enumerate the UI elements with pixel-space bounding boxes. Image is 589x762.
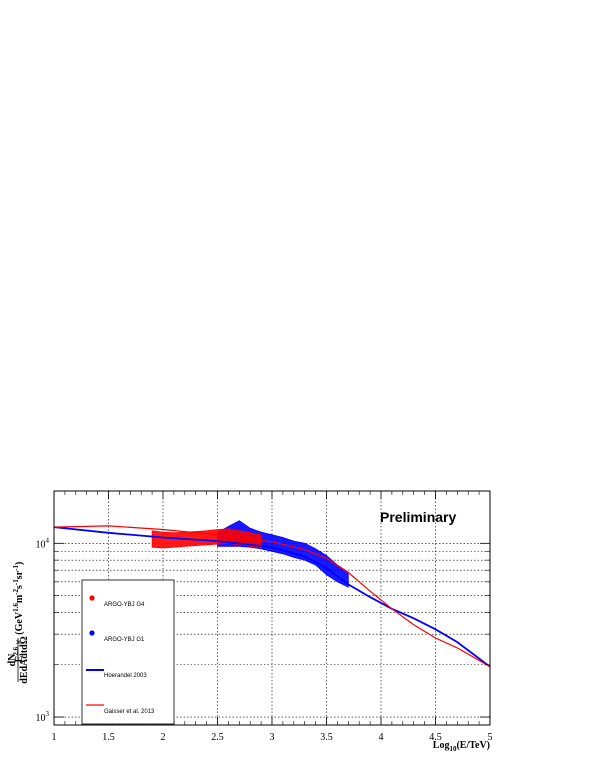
- x-tick-label: 2.5: [211, 732, 224, 743]
- x-axis-title: Log10(E/TeV): [433, 740, 490, 753]
- y-title-units-exp4: -1: [12, 565, 20, 571]
- x-tick-label: 1.5: [102, 732, 115, 743]
- y-title-units: (GeV: [14, 611, 25, 635]
- x-tick-label: 4: [379, 732, 384, 743]
- x-tick-label: 2: [161, 732, 166, 743]
- y-title-units-exp: 1.6: [12, 603, 20, 612]
- x-axis-title-rest: (E/TeV): [456, 740, 490, 751]
- y-title-units-s: s: [14, 585, 25, 589]
- x-axis-title-main: Log: [433, 740, 450, 751]
- x-tick-label: 5: [488, 732, 493, 743]
- y-tick-label-exp: 4: [46, 536, 50, 544]
- y-tick-label: 103: [36, 710, 50, 724]
- legend-box: [81, 579, 175, 725]
- y-axis-title: E2.6× (GeV1.6m-2s-1sr-1) dN dEdAdtdΩ: [7, 562, 30, 684]
- line-hoerandel-2003: [53, 526, 491, 668]
- y-tick-label-base: 10: [36, 539, 46, 550]
- y-title-denominator: dEdAdtdΩ: [19, 636, 30, 683]
- y-title-prefix: E: [14, 655, 25, 662]
- x-tick-label: 3: [270, 732, 275, 743]
- y-tick-label: 104: [36, 536, 50, 550]
- legend-marker-g1: [89, 630, 95, 636]
- x-axis-title-sub: 10: [449, 745, 457, 753]
- legend: ARGO-YBJ G4 ARGO-YBJ G1 Hoerandel 2003 G…: [81, 579, 175, 725]
- preliminary-annotation: Preliminary: [380, 509, 456, 525]
- legend-marker-g4: [89, 595, 95, 601]
- line-gaisser-et-al-2013: [53, 525, 491, 668]
- x-axis: 1 1.5 2 2.5 3 3.5 4 4.5 5: [52, 491, 493, 743]
- x-tick-label: 3.5: [320, 732, 333, 743]
- svg-text:E2.6× (GeV1.6m-2s-1sr-1: E2.6× (GeV1.6m-2s-1sr-1): [12, 562, 25, 663]
- y-title-times: ×: [14, 639, 25, 645]
- y-tick-label-exp: 3: [46, 710, 50, 718]
- legend-label-g4: ARGO-YBJ G4: [104, 602, 145, 608]
- x-tick-label: 1: [52, 732, 57, 743]
- legend-label-g1: ARGO-YBJ G1: [104, 637, 145, 643]
- y-title-units-sr: sr: [14, 570, 25, 579]
- y-tick-label-base: 10: [36, 713, 46, 724]
- y-title-units-m: m: [14, 594, 25, 603]
- y-title-units-exp3: -1: [12, 579, 20, 585]
- y-title-numerator: dN: [7, 653, 18, 667]
- legend-label-gaisser: Gaisser et al. 2013: [104, 709, 155, 715]
- y-title-units-exp2: -2: [12, 588, 20, 594]
- y-title-power: 2.6: [12, 646, 20, 655]
- legend-label-hoerandel: Hoerandel 2003: [104, 673, 147, 679]
- model-lines: [53, 525, 491, 668]
- x-tick-label: 4.5: [429, 732, 442, 743]
- y-title-units-close: ): [14, 562, 25, 565]
